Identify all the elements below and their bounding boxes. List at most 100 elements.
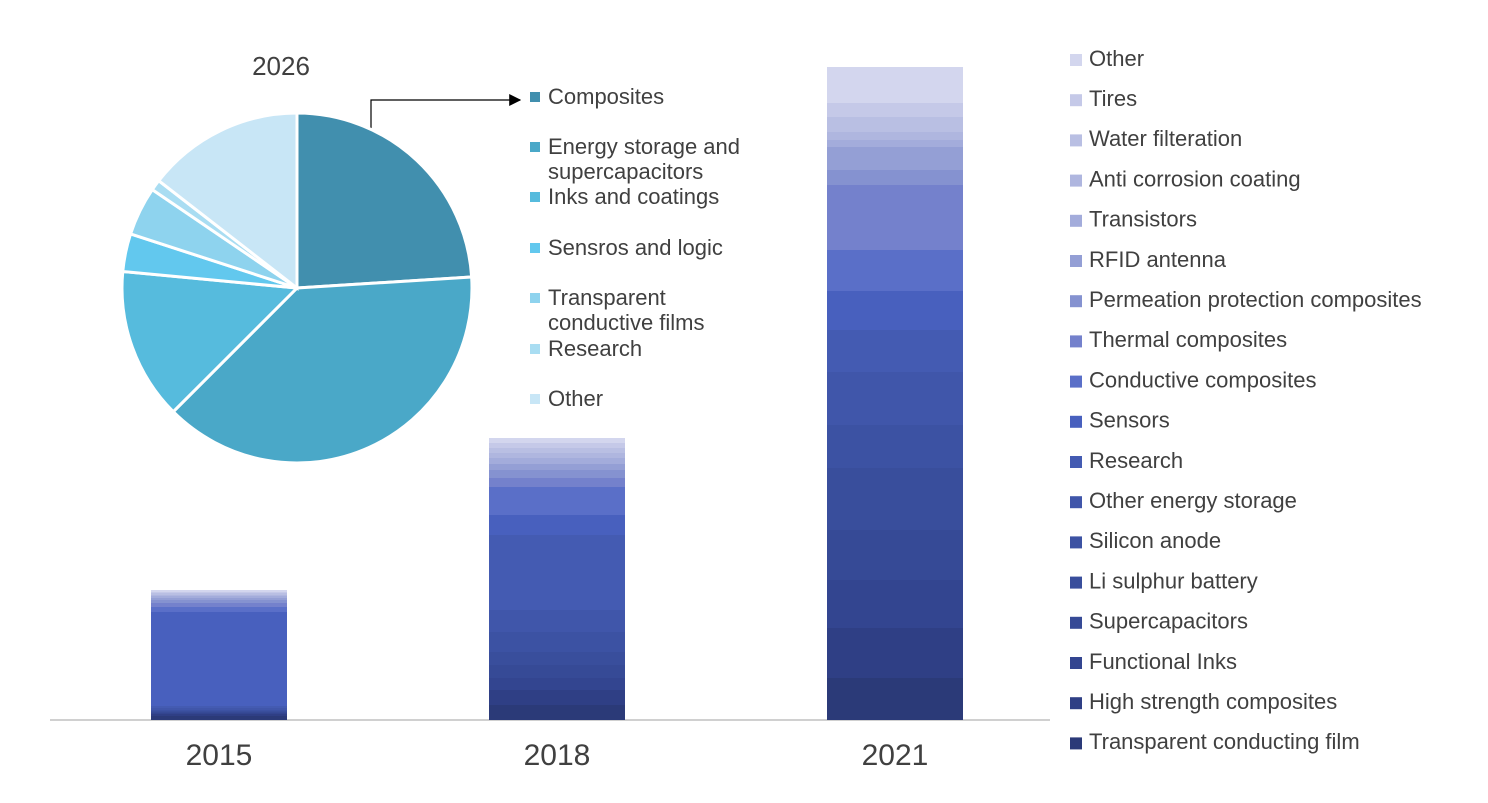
bar-segment — [151, 711, 287, 712]
bar-segment — [827, 425, 963, 468]
pie-slice — [120, 269, 301, 414]
pie-slice — [156, 111, 299, 292]
bar-segment — [489, 464, 625, 470]
bar-segment — [489, 665, 625, 678]
legend-label: Other energy storage — [1089, 488, 1297, 513]
legend-label: Li sulphur battery — [1089, 568, 1258, 593]
legend-swatch — [530, 92, 540, 102]
bar-segment — [489, 610, 625, 632]
bar-segment — [151, 710, 287, 711]
legend-label: Inks and coatings — [548, 184, 720, 209]
legend-label: Supercapacitors — [1089, 609, 1248, 634]
bar-segment — [151, 593, 287, 595]
bar-segment — [151, 603, 287, 607]
bar-segment — [827, 170, 963, 185]
bar-segment — [151, 706, 287, 708]
legend-label: High strength composites — [1089, 689, 1337, 714]
legend-swatch — [1070, 255, 1082, 267]
legend-swatch — [1070, 134, 1082, 147]
legend-label: Thermal composites — [1089, 327, 1287, 352]
legend-label: Sensros and logic — [548, 235, 723, 260]
bar-segment — [151, 607, 287, 612]
x-tick-label: 2021 — [862, 739, 929, 772]
bar-segment — [489, 478, 625, 487]
legend-label: Sensors — [1089, 408, 1170, 433]
bar-segment — [151, 712, 287, 713]
legend-swatch — [1070, 496, 1082, 509]
legend-label: Other — [548, 386, 604, 411]
bar-segment — [489, 453, 625, 458]
legend-swatch — [530, 344, 540, 354]
bar-segment — [151, 590, 287, 592]
bar-segment — [151, 612, 287, 706]
legend-label: Permeation protection composites — [1089, 287, 1422, 312]
bar-segment — [489, 632, 625, 652]
bar-segment — [827, 291, 963, 330]
legend-label: Functional Inks — [1089, 649, 1237, 674]
x-tick-label: 2018 — [524, 739, 591, 772]
pie-legend-item: Other — [530, 386, 750, 411]
bar-segment — [489, 458, 625, 464]
legend-swatch — [1070, 54, 1082, 66]
bar-segment — [489, 652, 625, 665]
legend-swatch — [1070, 174, 1082, 187]
bar-segment — [489, 690, 625, 705]
bar-segment — [827, 185, 963, 250]
pie-legend-item: Transparent conductive films — [530, 285, 750, 335]
bar-segment — [827, 117, 963, 132]
legend-label: Research — [1089, 448, 1183, 473]
pie-slice — [295, 111, 474, 290]
bar-segment — [151, 598, 287, 600]
bar-segment — [151, 596, 287, 598]
legend-swatch — [530, 293, 540, 303]
legend-swatch — [530, 243, 540, 253]
legend-swatch — [1070, 375, 1082, 388]
pie-slice — [171, 275, 474, 465]
legend-swatch — [530, 192, 540, 202]
pie-title: 2026 — [252, 51, 310, 81]
legend-swatch — [1070, 214, 1082, 227]
bar-segment — [489, 448, 625, 453]
bar-segment — [151, 708, 287, 710]
legend-label: Tires — [1089, 86, 1137, 111]
bar-segment — [489, 515, 625, 535]
pie-legend-item: Energy storage and supercapacitors — [530, 134, 750, 184]
legend-label: Other — [1089, 46, 1144, 71]
legend-swatch — [1070, 697, 1082, 710]
legend-label: Composites — [548, 84, 665, 109]
bar-segment — [489, 438, 625, 443]
bar-segment — [827, 147, 963, 170]
bar-segment — [827, 372, 963, 425]
bar-segment — [151, 714, 287, 716]
legend-label: Transparent conducting film — [1089, 729, 1360, 754]
bar-segment — [489, 705, 625, 720]
bar-segment — [827, 132, 963, 140]
bar-segment — [827, 678, 963, 720]
legend-swatch — [1070, 456, 1082, 468]
bar-segment — [489, 535, 625, 610]
bar-segment — [151, 595, 287, 596]
legend-swatch — [1070, 94, 1082, 107]
bar-segment — [151, 592, 287, 593]
bar-segment — [489, 487, 625, 515]
bar-segment — [827, 628, 963, 678]
legend-swatch — [1070, 737, 1082, 750]
bar-segment — [151, 713, 287, 714]
bar-segment — [489, 443, 625, 448]
pie-legend-item: Composites — [530, 84, 750, 109]
legend-swatch — [530, 142, 540, 152]
legend-label: Research — [548, 336, 643, 361]
legend-swatch — [1070, 536, 1082, 549]
bar-segment — [827, 330, 963, 372]
bar-segment — [827, 67, 963, 103]
bar-segment — [827, 530, 963, 580]
annotation-arrow — [370, 94, 522, 133]
legend-swatch — [1070, 576, 1082, 589]
bar-segment — [151, 600, 287, 603]
legend-swatch — [530, 394, 540, 404]
bar-segment — [827, 250, 963, 291]
legend-swatch — [1070, 415, 1082, 428]
legend-label: Silicon anode — [1089, 528, 1221, 553]
bar-segment — [827, 140, 963, 147]
